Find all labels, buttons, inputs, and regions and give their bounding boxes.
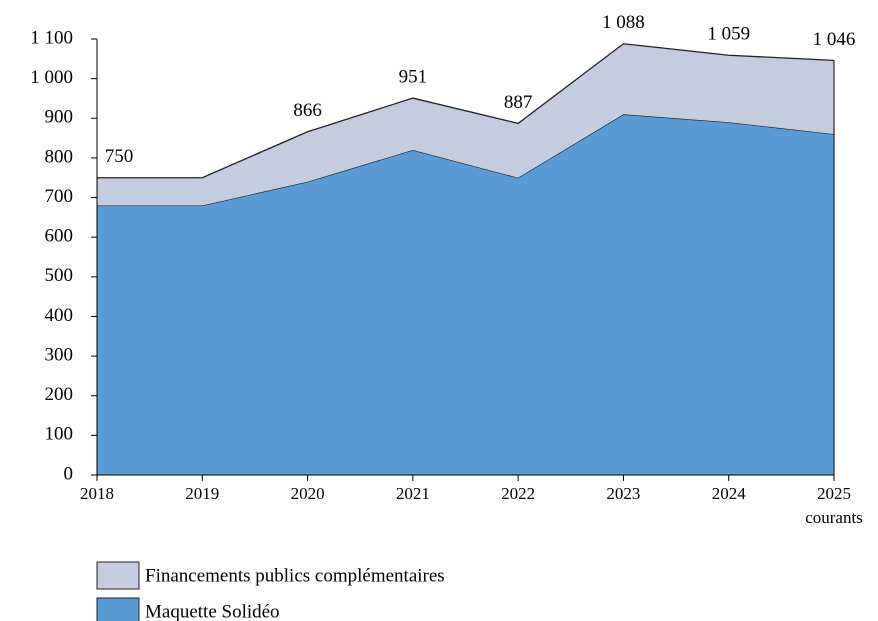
legend-swatch bbox=[96, 597, 140, 621]
x-tick-label: 2021 bbox=[396, 484, 430, 503]
area-edge bbox=[97, 43, 835, 179]
y-tick-label: 500 bbox=[45, 265, 74, 286]
x-tick-label: 2020 bbox=[291, 484, 325, 503]
y-tick-label: 1 000 bbox=[30, 67, 73, 88]
y-tick-label: 0 bbox=[64, 463, 74, 484]
y-tick-label: 400 bbox=[45, 305, 74, 326]
total-label: 951 bbox=[399, 66, 428, 87]
total-label: 1 046 bbox=[813, 29, 856, 50]
x-tick-label: 2018 bbox=[80, 484, 114, 503]
y-tick-label: 300 bbox=[45, 344, 74, 365]
total-label: 1 088 bbox=[602, 12, 645, 33]
legend-label: Financements publics complémentaires bbox=[145, 565, 445, 586]
total-label: 887 bbox=[504, 92, 533, 113]
x-tick-label: 2024 bbox=[712, 484, 747, 503]
total-label: 1 059 bbox=[707, 24, 750, 45]
y-tick-label: 100 bbox=[45, 424, 74, 445]
total-label: 750 bbox=[105, 146, 134, 167]
legend-label: Maquette Solidéo bbox=[145, 601, 280, 621]
area bbox=[97, 43, 834, 206]
y-tick-label: 1 100 bbox=[30, 27, 73, 48]
x-tick-label: 2022 bbox=[501, 484, 535, 503]
x-annotation: courants bbox=[805, 508, 863, 527]
y-tick-label: 600 bbox=[45, 226, 74, 247]
y-tick-label: 800 bbox=[45, 146, 74, 167]
area bbox=[97, 114, 834, 476]
total-label: 866 bbox=[293, 100, 322, 121]
y-tick-label: 700 bbox=[45, 186, 74, 207]
x-tick-label: 2025 bbox=[817, 484, 851, 503]
y-tick-label: 200 bbox=[45, 384, 74, 405]
y-tick-label: 900 bbox=[45, 107, 74, 128]
x-tick-label: 2023 bbox=[606, 484, 640, 503]
x-tick-label: 2019 bbox=[185, 484, 219, 503]
legend-swatch bbox=[96, 561, 140, 590]
